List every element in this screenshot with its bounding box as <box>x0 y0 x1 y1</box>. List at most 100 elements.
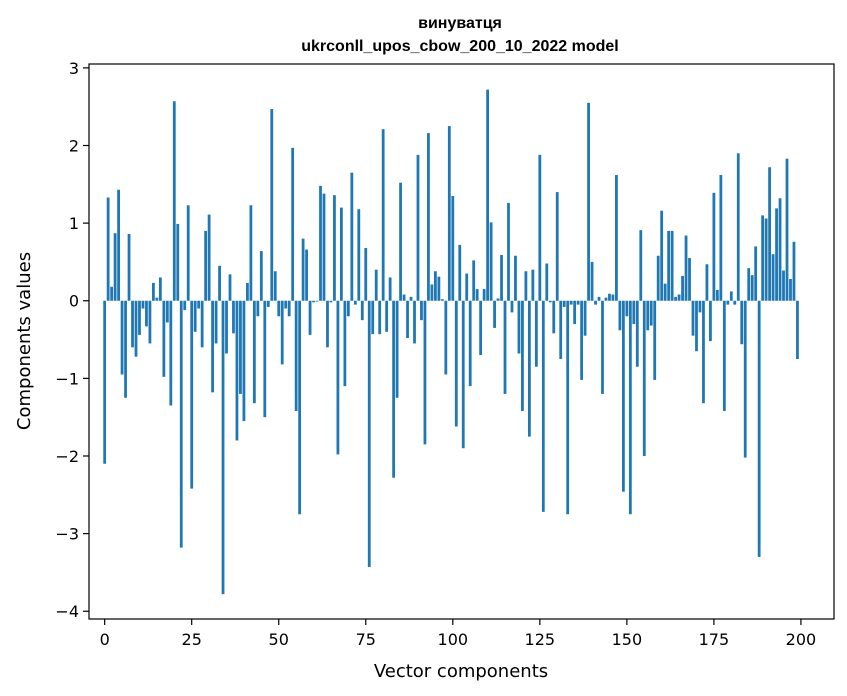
bar-57 <box>301 238 305 301</box>
bar-162 <box>667 230 671 301</box>
bar-118 <box>514 255 517 301</box>
bar-85 <box>399 182 402 301</box>
bar-25 <box>190 300 194 489</box>
bar-198 <box>792 241 796 301</box>
bar-127 <box>545 263 549 301</box>
bar-114 <box>500 254 503 301</box>
bar-65 <box>329 300 333 303</box>
bar-116 <box>507 202 510 301</box>
bar-84 <box>395 300 399 398</box>
bar-11 <box>141 300 145 309</box>
bar-199 <box>796 300 799 359</box>
y-tick-label: −1 <box>55 369 79 388</box>
bar-164 <box>674 296 677 301</box>
bar-8 <box>131 300 134 348</box>
chart-title: винуватця <box>418 15 502 32</box>
plot-frame <box>88 63 835 620</box>
bar-101 <box>454 300 458 427</box>
bars-group <box>103 89 799 595</box>
bar-174 <box>709 300 712 342</box>
bar-119 <box>517 300 521 354</box>
bar-113 <box>496 298 500 301</box>
bar-158 <box>653 300 657 380</box>
bar-111 <box>489 222 493 301</box>
bar-37 <box>232 300 235 334</box>
bar-195 <box>782 270 785 301</box>
bar-45 <box>259 251 263 301</box>
bar-72 <box>353 300 357 305</box>
bar-90 <box>416 154 420 301</box>
bar-183 <box>740 300 744 345</box>
bar-48 <box>270 109 274 301</box>
bar-134 <box>569 300 573 305</box>
x-tick-label: 75 <box>356 630 376 649</box>
y-tick-label: −4 <box>55 602 79 621</box>
bar-0 <box>103 300 107 464</box>
bar-76 <box>367 300 371 567</box>
bar-59 <box>308 300 312 335</box>
bar-156 <box>646 300 650 331</box>
bar-100 <box>451 195 455 301</box>
bar-87 <box>406 300 409 339</box>
bar-109 <box>482 289 486 301</box>
bar-95 <box>434 271 437 301</box>
bar-42 <box>249 205 253 301</box>
x-axis-label: Vector components <box>374 661 548 682</box>
bar-58 <box>305 249 308 301</box>
x-tick-label: 50 <box>269 630 289 649</box>
bar-64 <box>326 300 329 348</box>
x-tick-label: 175 <box>699 630 730 649</box>
bar-7 <box>127 233 131 301</box>
y-axis-label: Components values <box>14 252 35 430</box>
bar-12 <box>145 300 148 327</box>
bar-137 <box>580 300 583 380</box>
bar-186 <box>750 275 754 301</box>
bar-83 <box>392 300 396 478</box>
bar-107 <box>475 289 479 301</box>
bar-147 <box>615 175 618 301</box>
bar-68 <box>340 207 343 301</box>
bar-171 <box>698 300 702 313</box>
bar-23 <box>183 300 187 311</box>
x-tick-label: 0 <box>100 630 110 649</box>
x-tick-label: 125 <box>525 630 556 649</box>
bar-46 <box>263 300 267 418</box>
bar-5 <box>120 300 124 375</box>
bar-188 <box>757 300 761 557</box>
bar-173 <box>705 264 709 301</box>
bar-20 <box>172 101 176 301</box>
bar-16 <box>158 277 162 301</box>
bar-175 <box>712 192 716 301</box>
bar-115 <box>503 300 507 394</box>
bar-18 <box>165 300 169 323</box>
bar-62 <box>319 185 322 301</box>
bar-133 <box>566 300 570 515</box>
bar-27 <box>197 300 201 309</box>
bar-33 <box>218 265 221 301</box>
bar-44 <box>256 300 260 317</box>
bar-126 <box>541 300 545 512</box>
bar-149 <box>621 300 625 492</box>
bar-9 <box>134 300 138 357</box>
bar-157 <box>649 300 653 326</box>
bar-163 <box>670 230 674 301</box>
bar-108 <box>479 300 483 356</box>
bar-180 <box>729 291 733 301</box>
bar-26 <box>193 300 197 332</box>
bar-41 <box>246 282 249 301</box>
bar-82 <box>388 277 392 301</box>
bar-69 <box>343 300 347 387</box>
bar-80 <box>381 129 385 301</box>
bar-161 <box>663 283 667 301</box>
bar-79 <box>378 300 382 335</box>
bar-81 <box>385 300 389 332</box>
bar-184 <box>743 300 747 458</box>
bar-71 <box>350 172 354 301</box>
bar-104 <box>465 273 469 301</box>
y-tick-label: −2 <box>55 447 79 466</box>
bar-86 <box>402 294 406 301</box>
bar-146 <box>611 294 615 301</box>
bar-160 <box>660 210 664 301</box>
